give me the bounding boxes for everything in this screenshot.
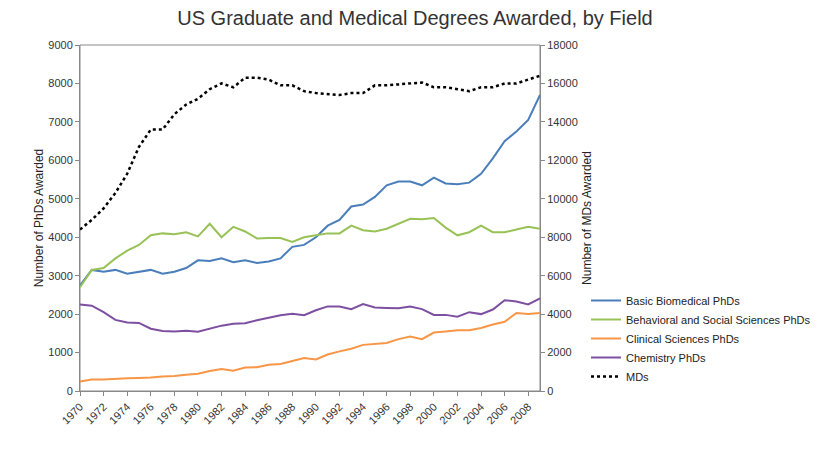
svg-text:1984: 1984 bbox=[225, 401, 251, 427]
svg-text:2006: 2006 bbox=[484, 401, 510, 427]
svg-text:US Graduate and Medical Degree: US Graduate and Medical Degrees Awarded,… bbox=[177, 7, 652, 29]
svg-text:1994: 1994 bbox=[343, 401, 369, 427]
svg-text:1988: 1988 bbox=[272, 401, 298, 427]
svg-text:2008: 2008 bbox=[508, 401, 534, 427]
svg-text:14000: 14000 bbox=[547, 116, 578, 128]
svg-text:1990: 1990 bbox=[295, 401, 321, 427]
svg-text:1980: 1980 bbox=[177, 401, 203, 427]
svg-text:18000: 18000 bbox=[547, 39, 578, 51]
svg-text:4000: 4000 bbox=[48, 231, 72, 243]
svg-text:Number of MDs Awarded: Number of MDs Awarded bbox=[580, 151, 594, 285]
svg-text:7000: 7000 bbox=[48, 116, 72, 128]
svg-text:8000: 8000 bbox=[48, 77, 72, 89]
svg-text:16000: 16000 bbox=[547, 77, 578, 89]
svg-text:3000: 3000 bbox=[48, 270, 72, 282]
svg-text:1976: 1976 bbox=[130, 401, 156, 427]
svg-text:0: 0 bbox=[547, 385, 553, 397]
svg-text:12000: 12000 bbox=[547, 154, 578, 166]
svg-text:2000: 2000 bbox=[547, 346, 571, 358]
svg-text:1998: 1998 bbox=[390, 401, 416, 427]
svg-text:1000: 1000 bbox=[48, 346, 72, 358]
svg-text:1970: 1970 bbox=[60, 401, 86, 427]
svg-text:1996: 1996 bbox=[366, 401, 392, 427]
svg-text:10000: 10000 bbox=[547, 193, 578, 205]
svg-text:Chemistry PhDs: Chemistry PhDs bbox=[626, 352, 706, 364]
svg-text:1972: 1972 bbox=[83, 401, 109, 427]
svg-text:1974: 1974 bbox=[107, 401, 133, 427]
svg-text:4000: 4000 bbox=[547, 308, 571, 320]
svg-text:2004: 2004 bbox=[461, 401, 487, 427]
svg-text:8000: 8000 bbox=[547, 231, 571, 243]
svg-text:9000: 9000 bbox=[48, 39, 72, 51]
svg-text:6000: 6000 bbox=[48, 154, 72, 166]
svg-text:Number of PhDs Awarded: Number of PhDs Awarded bbox=[32, 149, 46, 288]
svg-text:Basic Biomedical PhDs: Basic Biomedical PhDs bbox=[626, 295, 740, 307]
svg-text:2002: 2002 bbox=[437, 401, 463, 427]
svg-text:1992: 1992 bbox=[319, 401, 345, 427]
svg-text:0: 0 bbox=[67, 385, 73, 397]
svg-text:MDs: MDs bbox=[626, 371, 649, 383]
svg-text:5000: 5000 bbox=[48, 193, 72, 205]
svg-text:6000: 6000 bbox=[547, 270, 571, 282]
svg-text:2000: 2000 bbox=[413, 401, 439, 427]
svg-text:1982: 1982 bbox=[201, 401, 227, 427]
svg-text:Behavioral and Social Sciences: Behavioral and Social Sciences PhDs bbox=[626, 314, 811, 326]
svg-text:1986: 1986 bbox=[248, 401, 274, 427]
svg-text:Clinical Sciences PhDs: Clinical Sciences PhDs bbox=[626, 333, 740, 345]
svg-text:1978: 1978 bbox=[154, 401, 180, 427]
svg-text:2000: 2000 bbox=[48, 308, 72, 320]
